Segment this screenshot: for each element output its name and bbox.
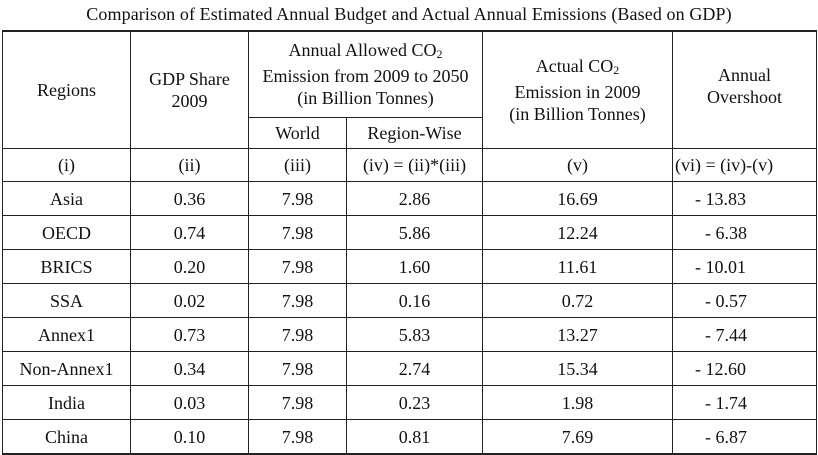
cell-world: 7.98 — [248, 385, 347, 420]
table-caption: Comparison of Estimated Annual Budget an… — [86, 4, 732, 24]
cell-world: 7.98 — [248, 317, 347, 352]
cell-gdp-share: 0.02 — [130, 283, 249, 318]
table-row: India 0.03 7.98 0.23 1.98 - 1.74 — [2, 385, 817, 420]
cell-region: India — [2, 385, 131, 420]
cell-overshoot: - 10.01 — [672, 249, 817, 284]
cell-actual: 13.27 — [482, 317, 673, 352]
cell-gdp-share: 0.10 — [130, 419, 249, 455]
cell-region-wise: 1.60 — [346, 249, 483, 284]
cell-region: BRICS — [2, 249, 131, 284]
cell-region-wise: 5.86 — [346, 215, 483, 250]
table-row: Asia 0.36 7.98 2.86 16.69 - 13.83 — [2, 181, 817, 216]
cell-actual: 11.61 — [482, 249, 673, 284]
cell-overshoot: - 6.87 — [672, 419, 817, 455]
cell-world: 7.98 — [248, 181, 347, 216]
cell-region-wise: 0.81 — [346, 419, 483, 455]
header-regions: Regions — [2, 30, 131, 149]
cell-gdp-share: 0.34 — [130, 351, 249, 386]
cell-region: Non-Annex1 — [2, 351, 131, 386]
index-cell: (i) — [2, 148, 131, 182]
cell-world: 7.98 — [248, 215, 347, 250]
cell-region-wise: 5.83 — [346, 317, 483, 352]
table-row: SSA 0.02 7.98 0.16 0.72 - 0.57 — [2, 283, 817, 318]
cell-gdp-share: 0.74 — [130, 215, 249, 250]
index-cell: (vi) = (iv)-(v) — [672, 148, 817, 182]
cell-region: SSA — [2, 283, 131, 318]
cell-actual: 1.98 — [482, 385, 673, 420]
index-cell: (iii) — [248, 148, 347, 182]
cell-actual: 16.69 — [482, 181, 673, 216]
cell-gdp-share: 0.20 — [130, 249, 249, 284]
header-annual-overshoot: Annual Overshoot — [672, 30, 817, 149]
cell-region-wise: 0.23 — [346, 385, 483, 420]
cell-world: 7.98 — [248, 249, 347, 284]
cell-overshoot: - 6.38 — [672, 215, 817, 250]
cell-overshoot: - 0.57 — [672, 283, 817, 318]
cell-world: 7.98 — [248, 283, 347, 318]
cell-actual: 0.72 — [482, 283, 673, 318]
cell-overshoot: - 1.74 — [672, 385, 817, 420]
cell-overshoot: - 7.44 — [672, 317, 817, 352]
emissions-table: Regions GDP Share 2009 Annual Allowed CO… — [2, 29, 817, 455]
header-actual-emission: Actual CO2 Emission in 2009 (in Billion … — [482, 30, 673, 149]
table-row: BRICS 0.20 7.98 1.60 11.61 - 10.01 — [2, 249, 817, 284]
cell-region-wise: 2.74 — [346, 351, 483, 386]
cell-region: Asia — [2, 181, 131, 216]
header-world: World — [248, 116, 347, 150]
cell-region: Annex1 — [2, 317, 131, 352]
cell-actual: 7.69 — [482, 419, 673, 455]
cell-overshoot: - 12.60 — [672, 351, 817, 386]
cell-region: OECD — [2, 215, 131, 250]
table-row: China 0.10 7.98 0.81 7.69 - 6.87 — [2, 419, 817, 455]
cell-gdp-share: 0.73 — [130, 317, 249, 352]
cell-actual: 12.24 — [482, 215, 673, 250]
index-cell: (ii) — [130, 148, 249, 182]
table-row: Annex1 0.73 7.98 5.83 13.27 - 7.44 — [2, 317, 817, 352]
header-annual-allowed: Annual Allowed CO2 Emission from 2009 to… — [248, 29, 483, 118]
cell-world: 7.98 — [248, 419, 347, 455]
cell-gdp-share: 0.03 — [130, 385, 249, 420]
cell-gdp-share: 0.36 — [130, 181, 249, 216]
table-row: Non-Annex1 0.34 7.98 2.74 15.34 - 12.60 — [2, 351, 817, 386]
cell-world: 7.98 — [248, 351, 347, 386]
index-cell: (v) — [482, 148, 673, 182]
cell-region-wise: 2.86 — [346, 181, 483, 216]
cell-region: China — [2, 419, 131, 455]
header-gdp-share: GDP Share 2009 — [130, 30, 249, 149]
cell-actual: 15.34 — [482, 351, 673, 386]
index-row: (i) (ii) (iii) (iv) = (ii)*(iii) (v) (vi… — [2, 148, 817, 182]
header-region-wise: Region-Wise — [346, 116, 483, 150]
index-cell: (iv) = (ii)*(iii) — [346, 148, 483, 182]
cell-region-wise: 0.16 — [346, 283, 483, 318]
cell-overshoot: - 13.83 — [672, 181, 817, 216]
table-row: OECD 0.74 7.98 5.86 12.24 - 6.38 — [2, 215, 817, 250]
